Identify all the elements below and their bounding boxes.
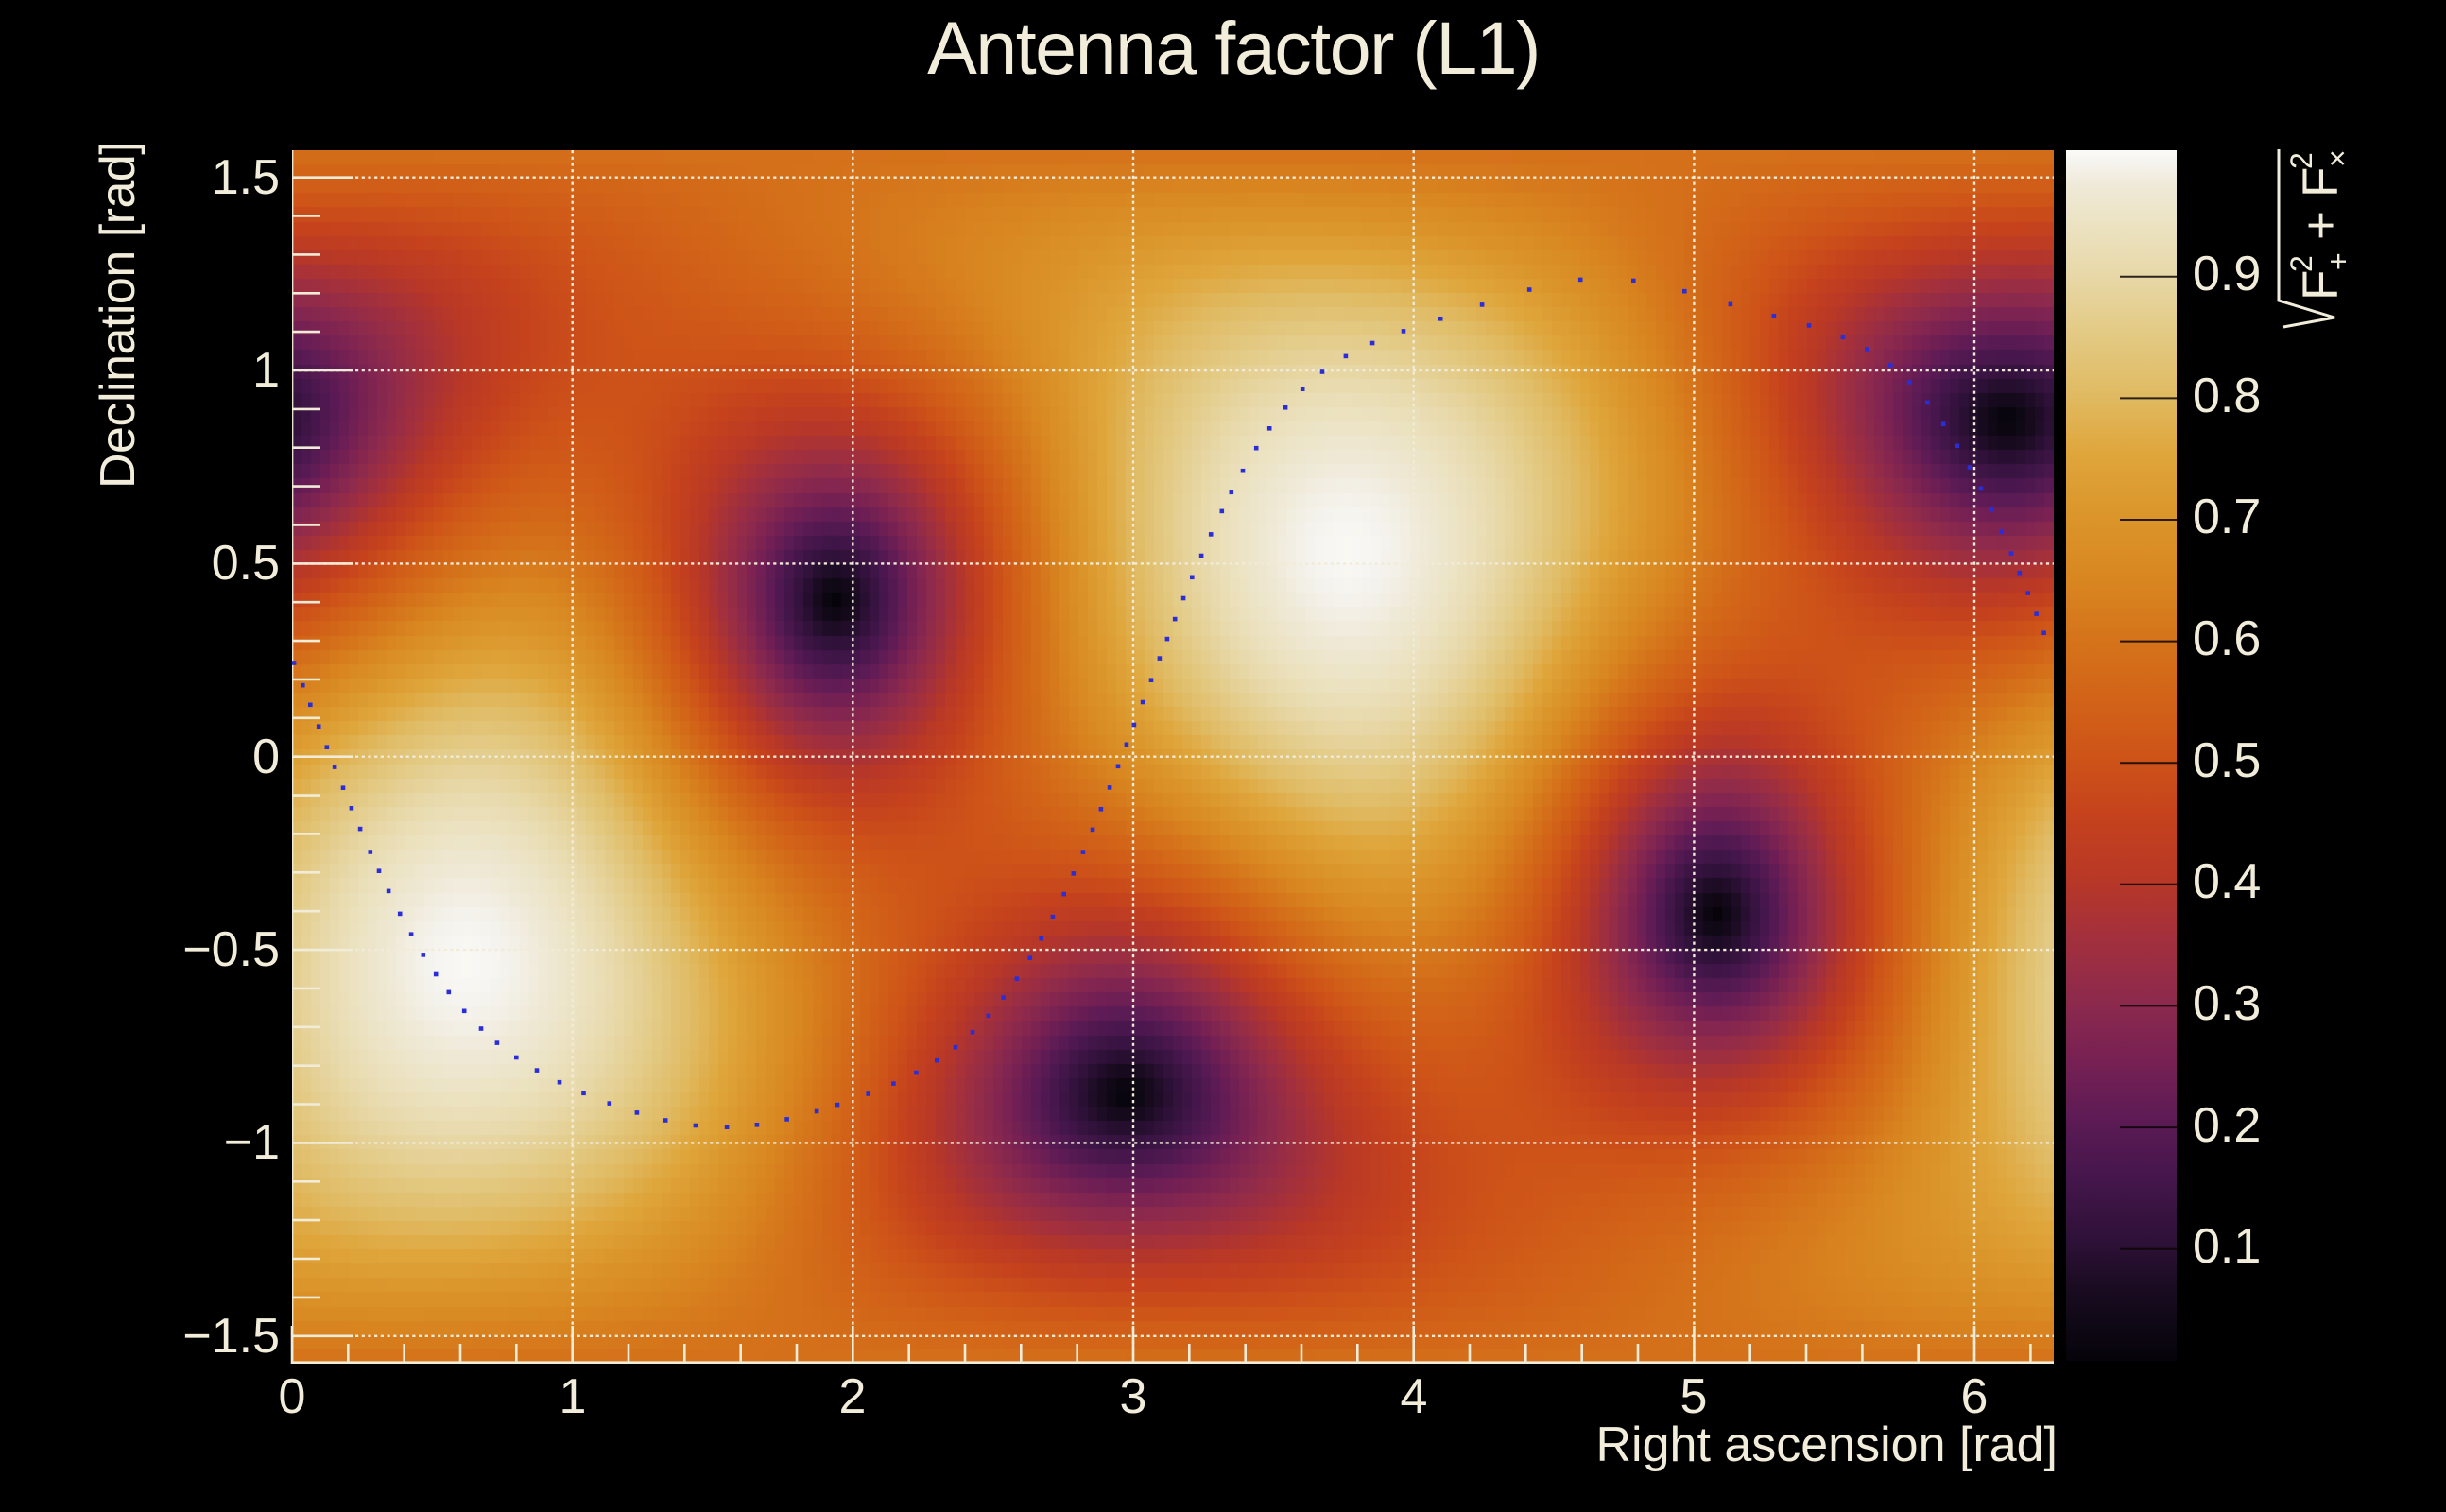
svg-text:F: F	[2293, 270, 2349, 301]
svg-text:F: F	[2293, 167, 2349, 198]
svg-text:+: +	[2321, 252, 2355, 270]
svg-text:Right ascension [rad]: Right ascension [rad]	[1596, 1418, 2058, 1472]
svg-text:+: +	[2293, 211, 2349, 240]
svg-text:2: 2	[2284, 255, 2318, 272]
svg-text:2: 2	[2284, 152, 2318, 169]
svg-text:×: ×	[2320, 149, 2354, 167]
